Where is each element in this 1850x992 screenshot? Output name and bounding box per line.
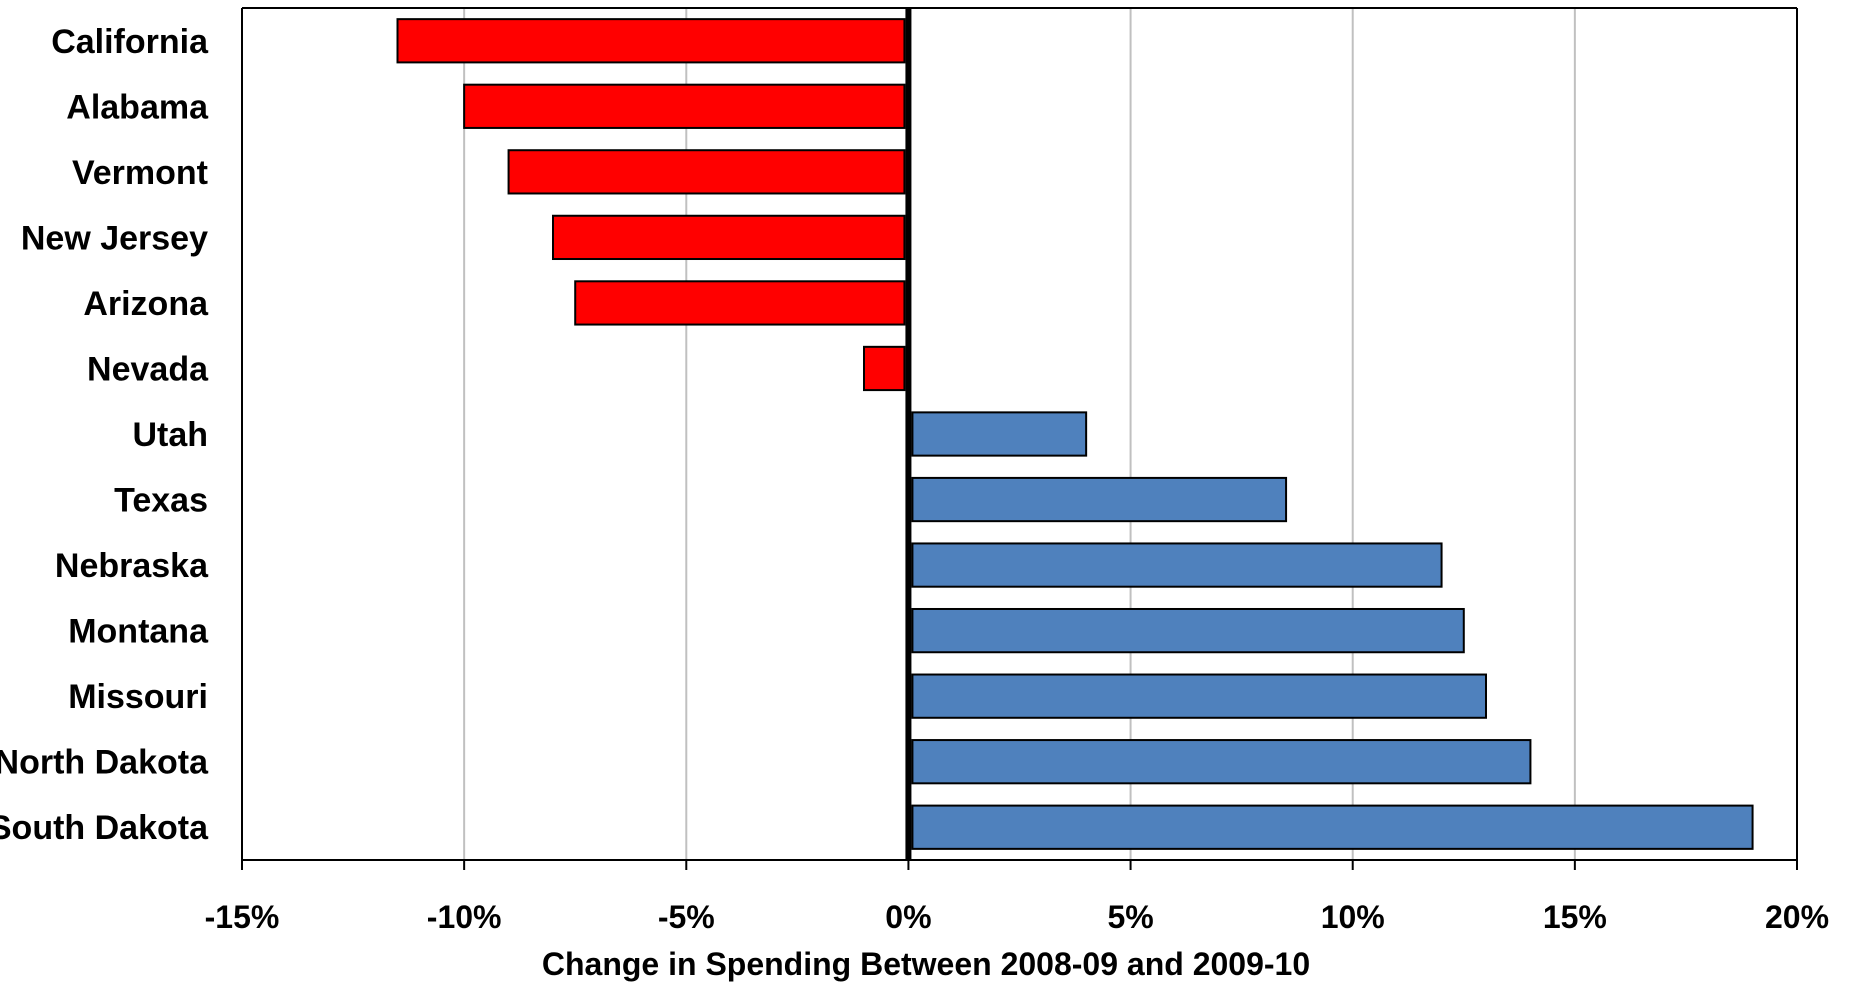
bar-missouri [911, 673, 1487, 719]
x-tick-label: 5% [1107, 899, 1153, 935]
bar-nebraska [911, 542, 1443, 588]
category-label-nevada: Nevada [87, 350, 209, 388]
category-label-utah: Utah [132, 416, 208, 454]
plot-frame [241, 7, 1798, 861]
bar-arizona [574, 280, 906, 326]
bars [396, 18, 1754, 850]
category-label-montana: Montana [68, 613, 209, 651]
x-tick-label: 0% [885, 899, 931, 935]
bar-south-dakota [911, 804, 1754, 850]
x-axis-ticks: -15% -10% -5% 0% 5% 10% 15% 20% [205, 860, 1829, 935]
category-label-arizona: Arizona [83, 285, 209, 323]
x-tick-label: 20% [1765, 899, 1829, 935]
category-label-alabama: Alabama [66, 88, 209, 126]
bar-california [396, 18, 906, 64]
x-tick-label: -15% [205, 899, 280, 935]
category-label-north-dakota: North Dakota [0, 744, 209, 782]
x-tick-label: 15% [1543, 899, 1607, 935]
x-tick-label: -5% [658, 899, 715, 935]
category-label-vermont: Vermont [72, 154, 208, 192]
bar-alabama [463, 83, 906, 129]
category-labels: California Alabama Vermont New Jersey Arizon… [0, 23, 209, 847]
category-label-missouri: Missouri [68, 678, 208, 716]
bar-utah [911, 411, 1088, 457]
bar-nevada [863, 345, 906, 392]
category-label-south-dakota: South Dakota [0, 809, 209, 847]
category-label-nebraska: Nebraska [55, 547, 209, 585]
x-axis-title: Change in Spending Between 2008-09 and 2… [542, 946, 1310, 982]
bar-north-dakota [911, 739, 1532, 785]
bar-new-jersey [552, 214, 906, 261]
bar-montana [911, 607, 1465, 654]
category-label-california: California [51, 23, 209, 61]
x-tick-label: -10% [427, 899, 502, 935]
category-label-texas: Texas [114, 482, 208, 520]
x-tick-label: 10% [1321, 899, 1385, 935]
bar-vermont [507, 149, 906, 195]
bar-texas [911, 476, 1288, 523]
category-label-new-jersey: New Jersey [21, 219, 208, 257]
